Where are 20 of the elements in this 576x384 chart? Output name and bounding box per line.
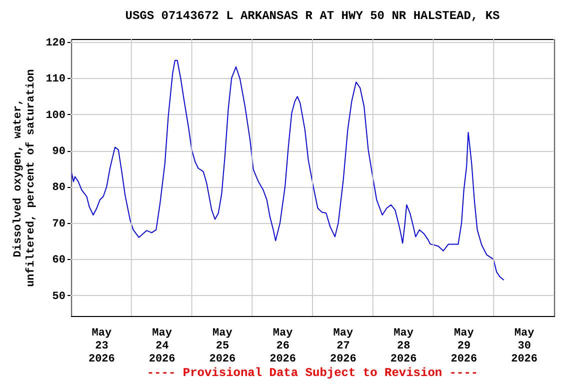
y-tick-label: 70 xyxy=(52,218,66,230)
x-tick-label: May 30 2026 xyxy=(511,328,538,366)
text: ---- Provisional Data Subject to Revision ---- xyxy=(146,366,480,380)
x-tick-label: May 29 2026 xyxy=(450,328,478,366)
y-tick-label: 120 xyxy=(46,37,66,50)
y-axis-title: Dissolved oxygen, water, unfiltered, percent of saturation xyxy=(12,69,38,287)
y-tick-label: 50 xyxy=(52,290,66,303)
y-tick-label: 60 xyxy=(52,254,66,267)
x-tick-label: May 27 2026 xyxy=(330,328,356,366)
y-tick-label: 90 xyxy=(52,146,66,158)
y-tick-label: 110 xyxy=(46,74,66,86)
x-tick-label: May 28 2026 xyxy=(390,328,417,366)
chart-title: USGS 07143672 L ARKANSAS R AT HWY 50 NR HALSTEAD, KS xyxy=(125,8,500,23)
x-tick-label: May 23 2026 xyxy=(88,328,115,366)
line-series xyxy=(71,60,504,281)
x-tick-label: May 26 2026 xyxy=(270,328,296,366)
x-tick-label: May 25 2026 xyxy=(209,328,236,366)
y-tick-label: 100 xyxy=(46,110,66,122)
y-tick-label: 80 xyxy=(52,182,66,194)
x-tick-label: May 24 2026 xyxy=(148,328,176,366)
